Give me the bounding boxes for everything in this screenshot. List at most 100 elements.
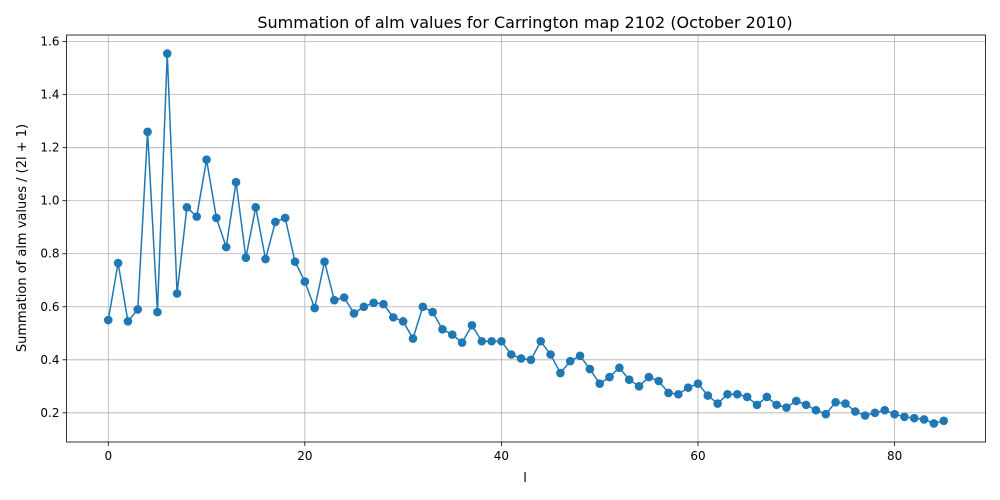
data-point [870,408,880,418]
data-point [654,376,663,386]
data-point [890,409,899,419]
data-point [408,334,418,343]
data-point [615,363,624,373]
data-point [231,177,241,187]
data-point [782,403,791,412]
data-point [791,396,801,406]
y-tick-label: 1.2 [40,141,59,155]
data-point [153,307,162,317]
data-point [162,49,172,58]
data-point [841,399,850,408]
data-point [644,372,654,382]
data-point [811,405,821,415]
data-point [831,397,840,407]
data-point [202,155,211,164]
data-point [349,309,359,318]
grid [66,35,986,442]
data-point [477,336,487,346]
x-tick-label: 0 [104,449,112,463]
data-point [369,298,378,308]
data-points [103,49,949,428]
data-point [683,383,693,392]
data-point [280,213,290,223]
data-point [565,356,575,366]
data-point [546,350,555,359]
y-tick-label: 0.6 [40,300,59,314]
data-point [457,338,467,347]
data-point [506,350,516,359]
data-point [103,315,113,325]
data-point [290,257,300,267]
data-point [487,336,496,346]
x-axis-label: l [523,471,527,486]
data-point [143,127,152,137]
data-point [634,382,644,391]
data-point [939,416,949,426]
data-point [330,295,339,305]
data-point [703,391,713,400]
data-point [261,254,270,264]
data-point [929,419,939,428]
data-point [674,389,683,399]
data-point [212,213,221,223]
data-point [310,303,319,313]
data-point [919,415,929,424]
data-point [772,400,781,410]
data-point [860,411,870,420]
data-point [801,400,811,410]
x-tick-label: 40 [494,449,509,463]
data-point [123,317,133,326]
chart-title: Summation of alm values for Carrington m… [257,13,792,32]
data-point [182,203,192,212]
y-tick-label: 1.0 [40,194,59,208]
x-tick-label: 80 [887,449,902,463]
data-point [339,293,349,302]
y-tick-label: 0.8 [40,247,59,261]
x-tick-label: 60 [690,449,705,463]
data-point [900,412,909,422]
data-point [664,388,673,398]
data-point [172,289,182,298]
y-tick-label: 0.2 [40,406,59,420]
data-point [241,253,251,263]
data-point [497,336,506,346]
data-point [605,372,614,382]
data-point [693,379,703,388]
data-point [251,203,261,212]
data-point [752,400,762,410]
data-point [418,302,428,312]
data-point [742,392,752,402]
x-tick-label: 20 [297,449,312,463]
data-point [320,257,329,267]
data-point [192,212,202,221]
data-point [221,242,231,252]
data-point [585,364,595,374]
data-point [880,405,890,415]
axis-ticks: 0 20 40 60 80 0.2 0.4 0.6 0.8 1.0 1.2 1.4 1.6 [40,35,902,463]
data-point [526,355,536,365]
data-point [133,305,143,314]
data-point [536,336,546,346]
data-point [624,375,634,384]
data-point [359,302,369,312]
data-point [389,313,398,322]
y-tick-label: 1.6 [40,35,59,49]
data-point [723,389,732,399]
data-point [447,330,457,339]
data-point [271,217,280,227]
data-point [300,277,310,286]
data-point [556,368,565,378]
data-point [909,413,919,423]
data-point [733,389,742,399]
data-point [467,321,477,330]
y-tick-label: 0.4 [40,353,59,367]
data-point [713,399,722,408]
data-point [595,379,605,388]
data-point [850,407,860,416]
plot-frame [66,34,986,443]
y-tick-label: 1.4 [40,88,59,102]
data-point [113,258,123,268]
data-point [438,325,447,334]
data-point [398,317,408,326]
